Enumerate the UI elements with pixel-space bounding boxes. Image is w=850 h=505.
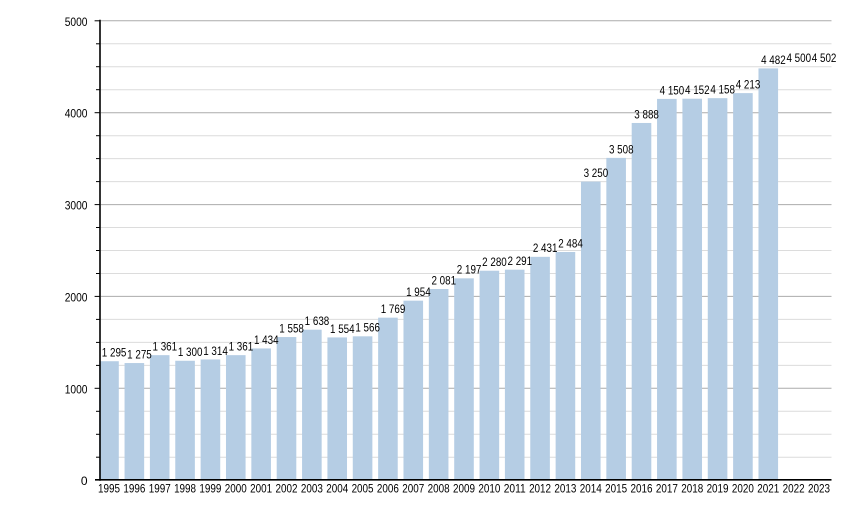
svg-text:1 300: 1 300 xyxy=(178,345,203,359)
svg-text:2020: 2020 xyxy=(732,482,754,496)
svg-text:2006: 2006 xyxy=(377,482,399,496)
svg-text:2001: 2001 xyxy=(250,482,272,496)
svg-text:2 280: 2 280 xyxy=(482,255,507,269)
svg-text:2010: 2010 xyxy=(478,482,500,496)
svg-text:2009: 2009 xyxy=(453,482,475,496)
svg-text:2 431: 2 431 xyxy=(533,241,558,255)
svg-text:4 158: 4 158 xyxy=(710,83,735,97)
svg-text:4 482: 4 482 xyxy=(761,53,786,67)
svg-text:2008: 2008 xyxy=(428,482,450,496)
svg-text:2 291: 2 291 xyxy=(508,254,533,268)
svg-text:1 361: 1 361 xyxy=(153,340,178,354)
svg-text:2000: 2000 xyxy=(65,290,88,304)
svg-text:3000: 3000 xyxy=(65,199,88,213)
svg-text:2012: 2012 xyxy=(529,482,551,496)
svg-text:1 558: 1 558 xyxy=(279,321,304,335)
svg-text:2 197: 2 197 xyxy=(457,263,482,277)
svg-text:1 314: 1 314 xyxy=(203,344,228,358)
svg-text:2022: 2022 xyxy=(783,482,805,496)
svg-text:4 152: 4 152 xyxy=(685,83,710,97)
svg-text:2007: 2007 xyxy=(402,482,424,496)
svg-text:2011: 2011 xyxy=(504,482,526,496)
svg-text:1 638: 1 638 xyxy=(305,314,330,328)
svg-text:2014: 2014 xyxy=(580,482,602,496)
svg-text:3 888: 3 888 xyxy=(634,107,659,121)
svg-text:1 554: 1 554 xyxy=(330,322,355,336)
svg-text:1995: 1995 xyxy=(98,482,120,496)
svg-text:0: 0 xyxy=(81,474,88,488)
svg-text:4 500: 4 500 xyxy=(786,51,811,65)
svg-text:2021: 2021 xyxy=(757,482,779,496)
svg-text:1 954: 1 954 xyxy=(406,285,431,299)
svg-text:1 769: 1 769 xyxy=(381,302,406,316)
svg-text:3 250: 3 250 xyxy=(584,166,609,180)
svg-text:2003: 2003 xyxy=(301,482,323,496)
svg-text:1000: 1000 xyxy=(65,382,88,396)
svg-text:1999: 1999 xyxy=(199,482,221,496)
svg-text:2005: 2005 xyxy=(352,482,374,496)
svg-text:5000: 5000 xyxy=(65,15,88,29)
svg-text:1998: 1998 xyxy=(174,482,196,496)
svg-text:1996: 1996 xyxy=(123,482,145,496)
svg-text:2002: 2002 xyxy=(276,482,298,496)
svg-text:2018: 2018 xyxy=(681,482,703,496)
svg-text:2 081: 2 081 xyxy=(431,273,456,287)
svg-text:4 502: 4 502 xyxy=(812,51,837,65)
svg-text:1 434: 1 434 xyxy=(254,333,279,347)
svg-text:1 566: 1 566 xyxy=(355,321,380,335)
svg-text:2017: 2017 xyxy=(656,482,678,496)
svg-text:2015: 2015 xyxy=(605,482,627,496)
svg-text:1 275: 1 275 xyxy=(127,347,152,361)
svg-text:1997: 1997 xyxy=(149,482,171,496)
svg-text:1 361: 1 361 xyxy=(229,340,254,354)
svg-text:4 150: 4 150 xyxy=(660,83,685,97)
svg-text:2004: 2004 xyxy=(326,482,348,496)
svg-text:4 213: 4 213 xyxy=(736,78,761,92)
svg-text:3 508: 3 508 xyxy=(609,142,634,156)
svg-text:2016: 2016 xyxy=(631,482,653,496)
svg-text:2000: 2000 xyxy=(225,482,247,496)
svg-text:2 484: 2 484 xyxy=(558,236,583,250)
svg-text:2023: 2023 xyxy=(808,482,830,496)
svg-text:4000: 4000 xyxy=(65,107,88,121)
svg-text:1 295: 1 295 xyxy=(102,346,127,360)
svg-text:2019: 2019 xyxy=(707,482,729,496)
svg-text:2013: 2013 xyxy=(554,482,576,496)
